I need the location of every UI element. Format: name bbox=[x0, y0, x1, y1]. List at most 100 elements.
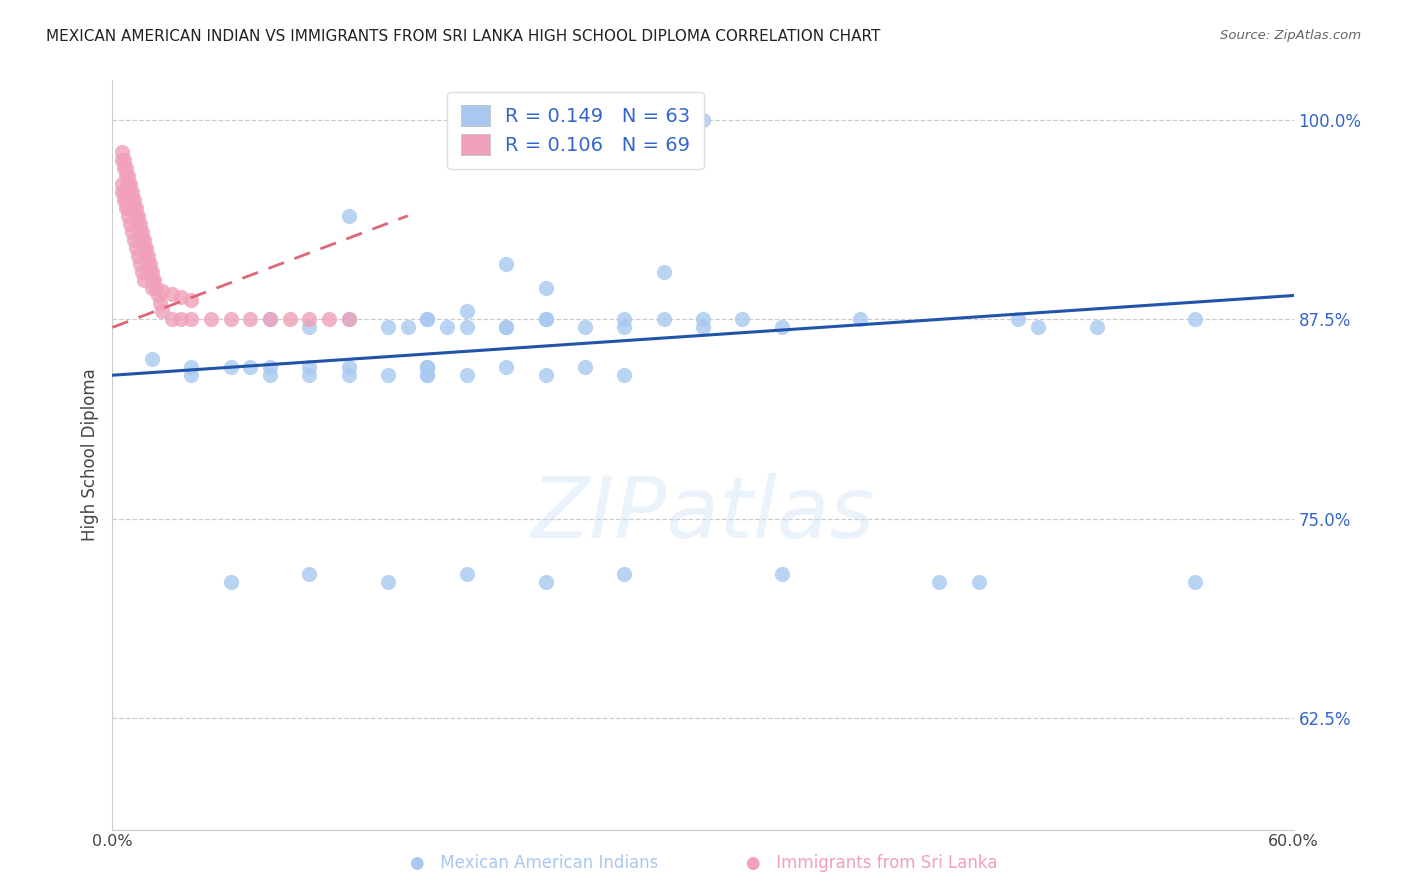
Point bbox=[111, 145, 134, 159]
Point bbox=[112, 161, 135, 175]
Point bbox=[132, 241, 155, 255]
Point bbox=[135, 241, 157, 255]
Point bbox=[613, 368, 636, 383]
Point bbox=[456, 304, 478, 318]
Point bbox=[1085, 320, 1108, 334]
Point bbox=[141, 264, 163, 278]
Point bbox=[770, 320, 793, 334]
Legend: R = 0.149   N = 63, R = 0.106   N = 69: R = 0.149 N = 63, R = 0.106 N = 69 bbox=[447, 92, 704, 169]
Point bbox=[200, 312, 222, 326]
Point bbox=[377, 320, 399, 334]
Point bbox=[298, 312, 321, 326]
Point bbox=[127, 217, 149, 231]
Point bbox=[149, 296, 172, 310]
Point bbox=[129, 257, 152, 271]
Point bbox=[122, 201, 145, 215]
Point bbox=[180, 368, 202, 383]
Point bbox=[125, 201, 148, 215]
Point bbox=[495, 320, 517, 334]
Point bbox=[849, 312, 872, 326]
Point bbox=[416, 360, 439, 375]
Point bbox=[180, 293, 202, 308]
Point bbox=[495, 360, 517, 375]
Point bbox=[239, 312, 262, 326]
Point bbox=[1184, 312, 1206, 326]
Point bbox=[416, 360, 439, 375]
Point bbox=[122, 233, 145, 247]
Text: Source: ZipAtlas.com: Source: ZipAtlas.com bbox=[1220, 29, 1361, 43]
Point bbox=[259, 312, 281, 326]
Point bbox=[219, 575, 242, 590]
Point bbox=[377, 575, 399, 590]
Point bbox=[377, 368, 399, 383]
Point bbox=[111, 185, 134, 199]
Point bbox=[259, 312, 281, 326]
Point bbox=[416, 312, 439, 326]
Point bbox=[652, 312, 675, 326]
Point bbox=[416, 368, 439, 383]
Point bbox=[141, 280, 163, 294]
Point bbox=[142, 272, 165, 286]
Point bbox=[180, 312, 202, 326]
Point bbox=[115, 161, 138, 175]
Point bbox=[170, 290, 193, 304]
Point bbox=[534, 368, 557, 383]
Point bbox=[613, 320, 636, 334]
Point bbox=[150, 284, 173, 298]
Point bbox=[132, 272, 155, 286]
Point bbox=[139, 264, 162, 278]
Point bbox=[337, 312, 360, 326]
Point bbox=[129, 217, 152, 231]
Point bbox=[456, 368, 478, 383]
Point bbox=[125, 209, 148, 223]
Point bbox=[120, 177, 142, 191]
Point bbox=[1007, 312, 1029, 326]
Point bbox=[278, 312, 301, 326]
Point bbox=[259, 360, 281, 375]
Point bbox=[416, 312, 439, 326]
Point bbox=[1026, 320, 1049, 334]
Point bbox=[120, 185, 142, 199]
Point bbox=[337, 209, 360, 223]
Point bbox=[574, 320, 596, 334]
Point bbox=[298, 360, 321, 375]
Point bbox=[115, 193, 138, 207]
Point bbox=[131, 225, 153, 239]
Text: ●   Mexican American Indians: ● Mexican American Indians bbox=[411, 855, 658, 872]
Point bbox=[495, 320, 517, 334]
Point bbox=[115, 169, 138, 183]
Y-axis label: High School Diploma: High School Diploma bbox=[82, 368, 100, 541]
Point bbox=[436, 320, 458, 334]
Point bbox=[136, 249, 159, 263]
Point bbox=[129, 225, 152, 239]
Point bbox=[534, 312, 557, 326]
Point bbox=[111, 153, 134, 167]
Point bbox=[141, 352, 163, 367]
Point bbox=[928, 575, 950, 590]
Point bbox=[150, 304, 173, 318]
Point bbox=[115, 201, 138, 215]
Point bbox=[298, 368, 321, 383]
Point bbox=[298, 320, 321, 334]
Point bbox=[337, 312, 360, 326]
Point bbox=[1184, 575, 1206, 590]
Point bbox=[141, 272, 163, 286]
Point bbox=[132, 233, 155, 247]
Point bbox=[613, 567, 636, 582]
Point bbox=[121, 225, 143, 239]
Point bbox=[534, 575, 557, 590]
Point bbox=[770, 567, 793, 582]
Point bbox=[121, 193, 143, 207]
Point bbox=[127, 209, 149, 223]
Point bbox=[139, 257, 162, 271]
Text: ZIPatlas: ZIPatlas bbox=[531, 474, 875, 557]
Point bbox=[120, 217, 142, 231]
Point bbox=[127, 249, 149, 263]
Point bbox=[416, 368, 439, 383]
Point bbox=[131, 264, 153, 278]
Point bbox=[534, 312, 557, 326]
Point bbox=[574, 360, 596, 375]
Text: MEXICAN AMERICAN INDIAN VS IMMIGRANTS FROM SRI LANKA HIGH SCHOOL DIPLOMA CORRELA: MEXICAN AMERICAN INDIAN VS IMMIGRANTS FR… bbox=[46, 29, 880, 45]
Point bbox=[131, 233, 153, 247]
Point bbox=[337, 360, 360, 375]
